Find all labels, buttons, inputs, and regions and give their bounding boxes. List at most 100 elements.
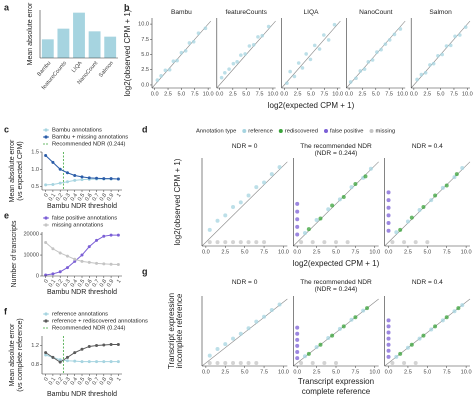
point — [251, 42, 256, 47]
x-tick-label: 0.0 — [293, 249, 301, 255]
y-axis-label: Mean absolute error — [9, 323, 16, 386]
panel-label: b — [124, 2, 130, 12]
point — [295, 356, 300, 361]
point — [306, 351, 311, 356]
point — [425, 240, 430, 245]
point — [254, 240, 259, 245]
point — [239, 53, 243, 57]
facet-title: NDR = 0.4 — [412, 143, 443, 150]
point — [332, 22, 337, 27]
series-point — [109, 262, 113, 266]
x-tick-label: 0.7 — [92, 377, 101, 387]
series-point — [109, 177, 113, 181]
y-axis-label: Number of transcripts — [11, 220, 18, 287]
point — [386, 318, 391, 323]
point — [413, 360, 418, 365]
x-tick-label: 0.9 — [106, 377, 115, 387]
x-tick-label: 10.0 — [462, 91, 473, 97]
point — [314, 345, 319, 350]
point — [409, 215, 414, 220]
point — [235, 60, 239, 64]
y-tick-label: 1.2 — [31, 343, 39, 349]
point — [440, 318, 445, 323]
point — [386, 213, 391, 218]
point — [260, 33, 265, 38]
point — [277, 165, 282, 170]
point — [269, 308, 274, 312]
point — [299, 240, 304, 245]
point — [398, 227, 403, 232]
identity-line — [151, 20, 212, 89]
x-tick-label: 10.0 — [332, 91, 343, 97]
point — [295, 217, 300, 222]
point — [353, 315, 358, 320]
point — [390, 240, 395, 245]
x-tick-label: 0.0 — [385, 249, 393, 255]
x-tick-label: 0 — [43, 193, 50, 199]
point — [167, 67, 172, 72]
legend-label: Recommended NDR (0.244) — [52, 326, 126, 332]
x-tick-label: 0.2 — [55, 193, 64, 203]
point — [296, 61, 301, 65]
point — [386, 354, 391, 359]
x-tick-label: 0.1 — [48, 377, 57, 387]
legend-marker — [44, 312, 48, 316]
y-axis-label: Transcript expression — [167, 293, 176, 369]
point — [337, 197, 342, 202]
legend-label: Recommended NDR (0.244) — [52, 142, 126, 148]
point — [444, 44, 449, 48]
point — [433, 193, 438, 198]
x-tick-label: 0.0 — [293, 369, 301, 375]
point — [246, 193, 251, 198]
point — [429, 198, 434, 203]
x-tick-label: 0.8 — [99, 193, 108, 203]
x-tick-label: 2.5 — [164, 91, 172, 97]
series-point — [58, 167, 62, 171]
point — [277, 302, 282, 307]
panel-label: f — [4, 306, 8, 316]
x-tick-label: 2.5 — [221, 249, 229, 255]
legend-marker — [44, 216, 48, 220]
y-tick-label: 0.0 — [141, 82, 149, 88]
x-tick-label: 0.3 — [62, 193, 71, 203]
point — [219, 75, 224, 80]
point — [421, 333, 426, 338]
x-tick-label: 5.0 — [372, 91, 380, 97]
point — [334, 240, 338, 245]
legend-marker — [278, 129, 283, 133]
series-line — [45, 344, 119, 363]
series-point — [95, 176, 99, 180]
point — [254, 360, 259, 365]
facet-title: Bambu — [171, 9, 192, 16]
facet-title: The recommended NDR — [300, 279, 372, 286]
y-axis-label: log2(observed CPM + 1) — [173, 158, 182, 245]
x-tick-label: 0.1 — [48, 279, 57, 289]
x-tick-label: 0.0 — [345, 91, 353, 97]
series-point — [44, 240, 48, 244]
point — [171, 59, 176, 64]
legend-marker — [242, 129, 247, 133]
point — [423, 70, 428, 75]
facet-title: LIQA — [303, 9, 319, 16]
x-tick-label: 0 — [43, 377, 50, 383]
x-tick-label: 5.0 — [332, 249, 340, 255]
point — [238, 360, 243, 365]
x-tick-label: 1 — [116, 193, 123, 199]
x-tick-label: 0 — [43, 279, 50, 285]
y-axis-label: Mean absolute error — [9, 139, 16, 202]
identity-line — [201, 161, 288, 247]
point — [295, 209, 300, 214]
point — [386, 190, 391, 195]
bar — [41, 39, 54, 58]
x-tick-label: 7.5 — [260, 369, 268, 375]
series-point — [51, 272, 55, 276]
identity-line — [201, 298, 288, 367]
point — [295, 232, 300, 237]
point — [433, 324, 438, 329]
series-point — [65, 355, 69, 359]
point — [207, 240, 212, 245]
x-tick-label: 0.1 — [48, 193, 57, 203]
x-tick-label: 7.5 — [191, 91, 199, 97]
point — [405, 219, 410, 224]
facet-title: (NDR = 0.244) — [315, 286, 358, 293]
